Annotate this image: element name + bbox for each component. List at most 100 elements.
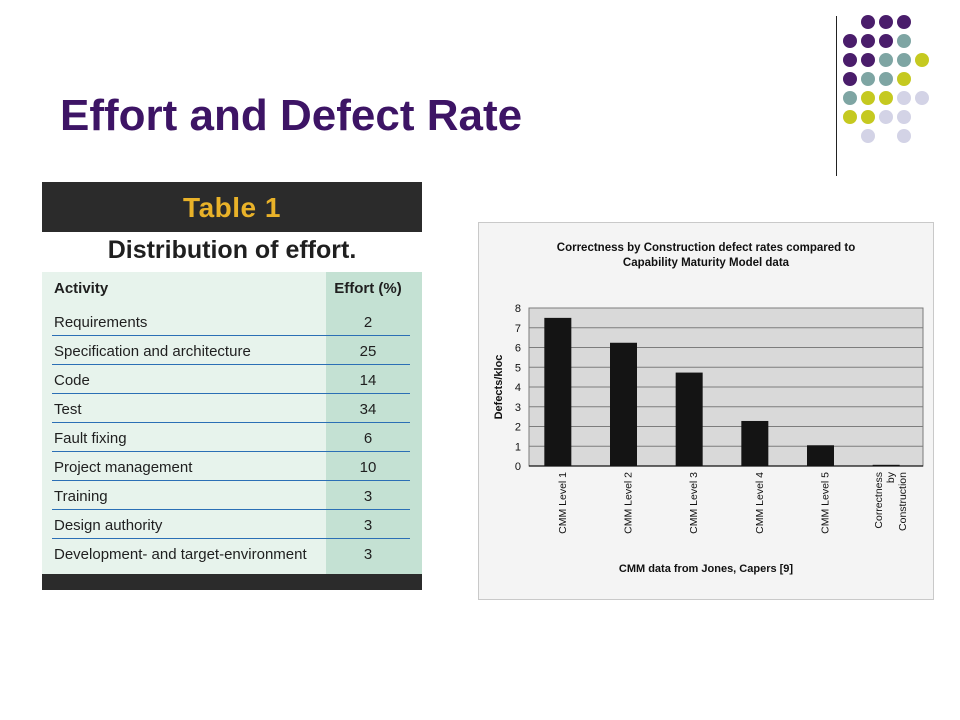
decorative-dot <box>861 91 875 105</box>
decorative-dot <box>861 129 875 143</box>
row-activity: Test <box>54 401 82 418</box>
decorative-dot <box>897 129 911 143</box>
table-row: Project management 10 <box>52 453 410 481</box>
decorative-dot <box>879 91 893 105</box>
decorative-dot <box>897 110 911 124</box>
row-rule <box>52 480 410 481</box>
table-row: Requirements 2 <box>52 308 410 336</box>
decorative-dot <box>861 15 875 29</box>
decorative-dot <box>879 34 893 48</box>
row-effort: 3 <box>363 546 373 563</box>
decorative-dot-grid <box>843 15 929 143</box>
row-activity: Training <box>54 488 108 505</box>
y-tick-label: 5 <box>515 362 521 374</box>
chart-title-line-1: Correctness by Construction defect rates… <box>556 242 856 254</box>
table-row: Fault fixing 6 <box>52 424 410 452</box>
decorative-dot <box>915 53 929 67</box>
x-tick-label-line: Construction <box>897 472 909 531</box>
decorative-dot <box>915 91 929 105</box>
table-subheading: Distribution of effort. <box>107 236 357 264</box>
chart-title-line-2: Capability Maturity Model data <box>622 257 790 269</box>
row-effort: 2 <box>363 314 373 331</box>
table-row: Development- and target-environment 3 <box>52 540 410 568</box>
row-rule <box>52 538 410 539</box>
table-subheading-bar: Distribution of effort. <box>42 232 422 272</box>
decorative-dot <box>897 72 911 86</box>
table-row: Code 14 <box>52 366 410 394</box>
decorative-dot <box>879 53 893 67</box>
y-tick-label: 1 <box>515 441 521 453</box>
table-row: Test 34 <box>52 395 410 423</box>
x-tick-label-line: CMM Level 3 <box>688 472 700 534</box>
table-heading: Table 1 <box>183 192 281 223</box>
row-effort: 34 <box>359 401 377 418</box>
table-body: Activity Effort (%) Requirements 2 Speci… <box>42 272 422 574</box>
row-rule <box>52 393 410 394</box>
row-rule <box>52 509 410 510</box>
row-effort: 6 <box>363 430 373 447</box>
bar <box>807 445 834 466</box>
row-activity: Specification and architecture <box>54 343 251 360</box>
decorative-dot <box>897 34 911 48</box>
y-tick-label: 7 <box>515 323 521 335</box>
x-tick-label: CMM Level 4 <box>754 472 766 534</box>
row-effort: 14 <box>359 372 377 389</box>
column-header-activity: Activity <box>54 280 109 297</box>
table-row: Specification and architecture 25 <box>52 337 410 365</box>
chart-x-axis-label: CMM data from Jones, Capers [9] <box>618 563 794 575</box>
table-heading-bar: Table 1 <box>42 182 422 232</box>
row-rule <box>52 451 410 452</box>
decorative-dot <box>879 110 893 124</box>
y-tick-label: 8 <box>515 303 521 315</box>
y-tick-label: 2 <box>515 422 521 434</box>
row-activity: Fault fixing <box>54 430 127 447</box>
chart-title: Correctness by Construction defect rates… <box>479 241 933 271</box>
row-activity: Requirements <box>54 314 148 331</box>
decorative-dot <box>843 110 857 124</box>
decorative-dot <box>897 15 911 29</box>
x-tick-label-line: Correctness <box>873 472 885 529</box>
table-header-row: Activity Effort (%) <box>52 274 410 302</box>
y-axis-label: Defects/kloc <box>493 355 505 420</box>
effort-column-background <box>326 272 422 574</box>
decorative-dot <box>861 110 875 124</box>
row-rule <box>52 335 410 336</box>
decorative-dot <box>897 53 911 67</box>
x-tick-label-line: CMM Level 5 <box>820 472 832 534</box>
row-effort: 10 <box>359 459 377 476</box>
bar <box>610 342 637 466</box>
decorative-dot <box>879 72 893 86</box>
decorative-dot <box>861 34 875 48</box>
defect-rate-chart: Correctness by Construction defect rates… <box>478 222 934 600</box>
slide-title: Effort and Defect Rate <box>60 91 523 140</box>
row-rule <box>52 422 410 423</box>
row-activity: Development- and target-environment <box>54 546 307 563</box>
x-tick-label-line: CMM Level 4 <box>754 472 766 534</box>
decorative-dot <box>879 15 893 29</box>
x-tick-label-line: CMM Level 2 <box>623 472 635 534</box>
column-header-effort: Effort (%) <box>334 280 402 297</box>
y-tick-label: 0 <box>515 461 521 473</box>
x-tick-label-line: CMM Level 1 <box>557 472 569 534</box>
row-activity: Design authority <box>54 517 163 534</box>
y-tick-label: 3 <box>515 402 521 414</box>
row-activity: Project management <box>54 459 193 476</box>
decorative-divider-line <box>836 16 837 176</box>
chart-plot: 0 1 2 3 4 5 6 7 8 Defects/kloc CMM Level 1 CMM Leve… <box>493 303 924 534</box>
row-activity: Code <box>54 372 90 389</box>
x-tick-label: CMM Level 3 <box>688 472 700 534</box>
x-tick-label-line: by <box>885 471 897 483</box>
row-effort: 25 <box>359 343 377 360</box>
decorative-dot <box>861 72 875 86</box>
row-effort: 3 <box>363 517 373 534</box>
table-row: Training 3 <box>52 482 410 510</box>
x-tick-label: CMM Level 2 <box>623 472 635 534</box>
row-effort: 3 <box>363 488 373 505</box>
x-tick-label: Correctness by Construction <box>873 471 909 531</box>
effort-distribution-table: Table 1 Distribution of effort. Activity… <box>42 182 422 590</box>
x-tick-label: CMM Level 5 <box>820 472 832 534</box>
decorative-dot <box>861 53 875 67</box>
decorative-dot <box>897 91 911 105</box>
decorative-dot <box>843 53 857 67</box>
y-tick-label: 6 <box>515 343 521 355</box>
